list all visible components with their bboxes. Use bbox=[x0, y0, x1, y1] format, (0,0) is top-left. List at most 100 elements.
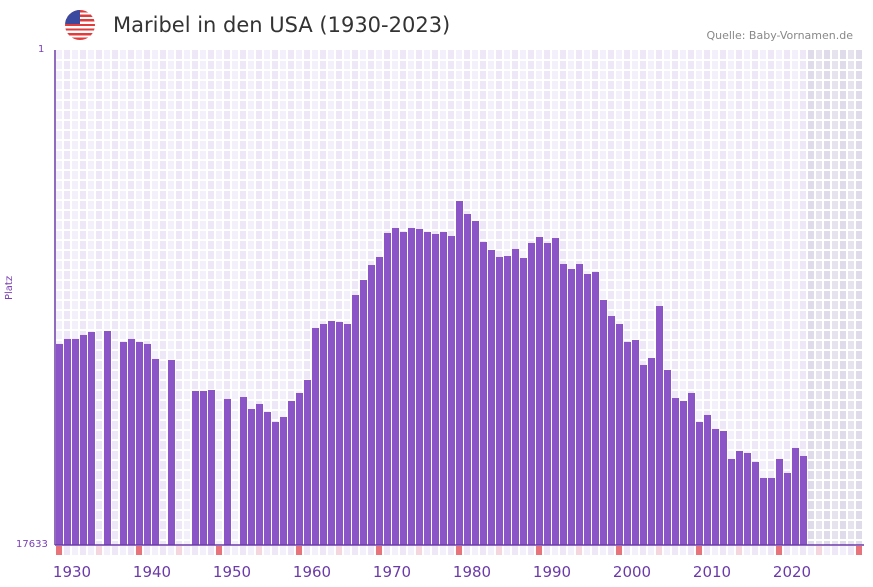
year-marker bbox=[472, 546, 478, 555]
bar-1977 bbox=[432, 233, 439, 545]
year-marker bbox=[656, 546, 662, 555]
grid-column bbox=[176, 50, 182, 545]
x-tick-label: 1980 bbox=[453, 563, 491, 581]
bar-2012 bbox=[712, 428, 719, 545]
bar-2011 bbox=[704, 414, 711, 545]
year-marker bbox=[680, 546, 686, 555]
grid-column bbox=[128, 50, 134, 545]
bar-1987 bbox=[512, 248, 519, 545]
year-marker bbox=[56, 546, 62, 555]
bar-1964 bbox=[328, 320, 335, 545]
bar-2020 bbox=[776, 458, 783, 545]
x-tick-label: 2020 bbox=[773, 563, 811, 581]
grid-column bbox=[160, 50, 166, 545]
bar-1932 bbox=[72, 338, 79, 545]
grid-column bbox=[336, 50, 342, 545]
year-marker bbox=[256, 546, 262, 555]
grid-column bbox=[744, 50, 750, 545]
bar-1955 bbox=[256, 403, 263, 545]
grid-line bbox=[56, 159, 864, 161]
grid-line bbox=[56, 129, 864, 131]
grid-column bbox=[784, 50, 790, 545]
bar-2016 bbox=[744, 452, 751, 545]
year-marker bbox=[480, 546, 486, 555]
grid-column bbox=[56, 50, 62, 545]
grid-column bbox=[72, 50, 78, 545]
year-marker bbox=[240, 546, 246, 555]
year-marker bbox=[160, 546, 166, 555]
bar-1989 bbox=[528, 243, 535, 545]
grid-column bbox=[616, 50, 622, 545]
grid-line bbox=[56, 89, 864, 91]
grid-column bbox=[288, 50, 294, 545]
grid-column bbox=[672, 50, 678, 545]
x-tick-label: 1960 bbox=[293, 563, 331, 581]
bar-1936 bbox=[104, 330, 111, 545]
grid-column bbox=[736, 50, 742, 545]
year-marker bbox=[248, 546, 254, 555]
bar-2019 bbox=[768, 477, 775, 545]
year-marker bbox=[320, 546, 326, 555]
year-marker bbox=[688, 546, 694, 555]
bar-1990 bbox=[536, 237, 543, 546]
grid-column bbox=[256, 50, 262, 545]
bar-1962 bbox=[312, 327, 319, 545]
bar-1959 bbox=[288, 400, 295, 545]
bar-1934 bbox=[88, 331, 95, 545]
year-marker bbox=[184, 546, 190, 555]
year-marker bbox=[520, 546, 526, 555]
grid-column bbox=[240, 50, 246, 545]
year-marker bbox=[72, 546, 78, 555]
year-marker bbox=[136, 546, 142, 555]
bar-1951 bbox=[224, 398, 231, 545]
year-marker bbox=[392, 546, 398, 555]
year-marker bbox=[152, 546, 158, 555]
grid-column bbox=[280, 50, 286, 545]
grid-column bbox=[680, 50, 686, 545]
grid-line bbox=[56, 139, 864, 141]
grid-column bbox=[824, 50, 830, 545]
bar-1947 bbox=[192, 390, 199, 545]
bar-1979 bbox=[448, 235, 455, 545]
bar-1976 bbox=[424, 232, 431, 545]
bar-1973 bbox=[400, 232, 407, 545]
bar-1958 bbox=[280, 416, 287, 545]
year-marker bbox=[224, 546, 230, 555]
grid-column bbox=[80, 50, 86, 545]
year-marker bbox=[168, 546, 174, 555]
grid-column bbox=[656, 50, 662, 545]
bar-2018 bbox=[760, 477, 767, 545]
year-marker bbox=[200, 546, 206, 555]
year-marker bbox=[744, 546, 750, 555]
year-marker bbox=[592, 546, 598, 555]
chart-title: Maribel in den USA (1930-2023) bbox=[113, 13, 451, 37]
grid-column bbox=[776, 50, 782, 545]
year-marker bbox=[664, 546, 670, 555]
grid-column bbox=[808, 50, 814, 545]
year-marker bbox=[424, 546, 430, 555]
bar-1996 bbox=[584, 274, 591, 545]
grid-line bbox=[56, 199, 864, 201]
bar-1953 bbox=[240, 396, 247, 545]
grid-column bbox=[608, 50, 614, 545]
bar-2006 bbox=[664, 369, 671, 545]
year-marker bbox=[400, 546, 406, 555]
year-marker bbox=[848, 546, 854, 555]
year-marker bbox=[232, 546, 238, 555]
grid-line bbox=[56, 59, 864, 61]
year-marker bbox=[768, 546, 774, 555]
grid-column bbox=[696, 50, 702, 545]
grid-column bbox=[152, 50, 158, 545]
year-marker bbox=[808, 546, 814, 555]
year-marker bbox=[432, 546, 438, 555]
grid-column bbox=[648, 50, 654, 545]
us-flag-icon bbox=[65, 10, 95, 40]
year-marker bbox=[792, 546, 798, 555]
grid-column bbox=[304, 50, 310, 545]
year-marker bbox=[328, 546, 334, 555]
year-marker bbox=[552, 546, 558, 555]
year-marker bbox=[560, 546, 566, 555]
year-marker bbox=[296, 546, 302, 555]
year-marker bbox=[80, 546, 86, 555]
year-marker bbox=[336, 546, 342, 555]
